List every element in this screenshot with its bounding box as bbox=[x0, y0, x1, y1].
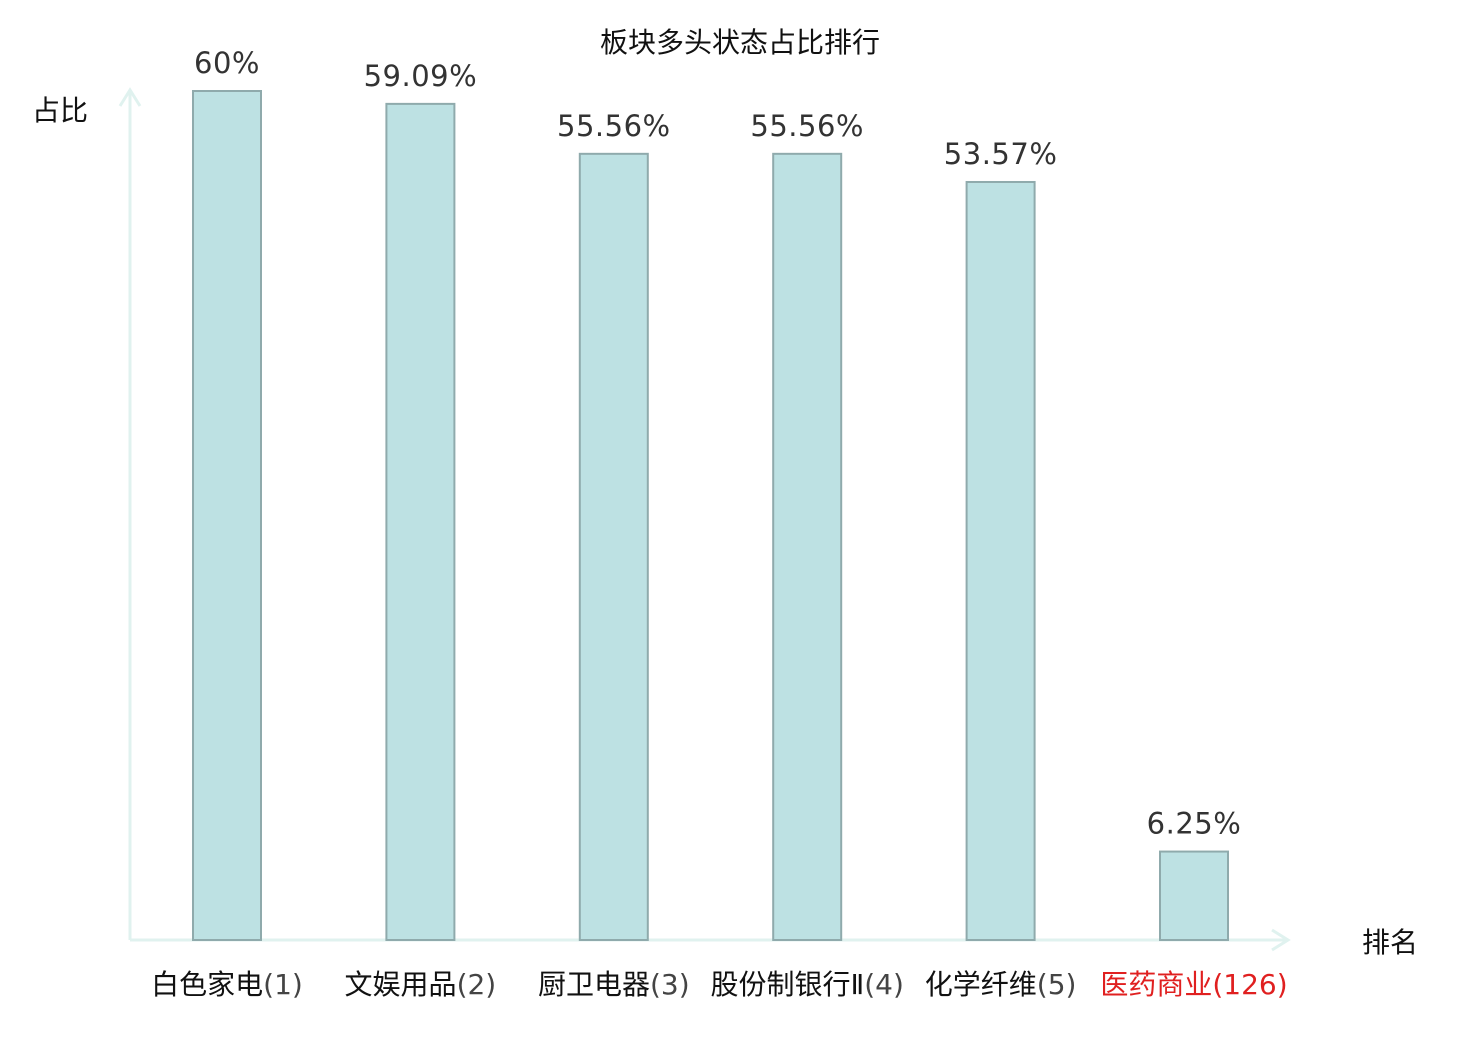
tick-label: 医药商业(126) bbox=[1100, 968, 1287, 1001]
y-axis-arrow bbox=[118, 87, 142, 107]
tick-label-name: 文娱用品 bbox=[345, 968, 457, 1001]
tick-label-name: 医药商业 bbox=[1100, 968, 1212, 1001]
x-axis-label: 排名 bbox=[1362, 926, 1418, 959]
tick-label: 化学纤维(5) bbox=[925, 968, 1077, 1001]
chart-title: 板块多头状态占比排行 bbox=[600, 26, 880, 59]
tick-label: 厨卫电器(3) bbox=[538, 968, 690, 1001]
tick-labels-group: 白色家电(1) 文娱用品(2) 厨卫电器(3) 股份制银行Ⅱ(4) 化学纤维(5) 医药商… bbox=[151, 968, 1288, 1001]
x-axis-arrow bbox=[1271, 928, 1291, 952]
bar bbox=[1159, 850, 1229, 941]
tick-label-rank: (5) bbox=[1037, 968, 1077, 1001]
tick-label-name: 厨卫电器 bbox=[538, 968, 650, 1001]
bar bbox=[578, 152, 649, 942]
tick-label-rank: (1) bbox=[263, 968, 303, 1001]
data-label: 53.57% bbox=[944, 137, 1058, 171]
tick-label-name: 白色家电 bbox=[151, 968, 263, 1001]
tick-label-rank: (4) bbox=[864, 968, 904, 1001]
bar bbox=[772, 152, 843, 942]
tick-label-rank: (126) bbox=[1212, 968, 1287, 1001]
tick-label-rank: (3) bbox=[650, 968, 690, 1001]
tick-label-name: 股份制银行Ⅱ bbox=[710, 968, 864, 1001]
bars-group bbox=[192, 90, 1229, 942]
tick-label: 文娱用品(2) bbox=[345, 968, 497, 1001]
data-label: 6.25% bbox=[1147, 807, 1242, 841]
bar bbox=[965, 180, 1036, 941]
tick-label: 白色家电(1) bbox=[151, 968, 303, 1001]
data-label: 60% bbox=[194, 46, 260, 80]
axes bbox=[118, 87, 1291, 952]
data-label: 55.56% bbox=[557, 109, 671, 143]
tick-label-rank: (2) bbox=[457, 968, 497, 1001]
data-label: 59.09% bbox=[364, 59, 478, 93]
tick-label-name: 化学纤维 bbox=[925, 968, 1037, 1001]
value-labels-group: 60% 59.09% 55.56% 55.56% 53.57% 6.25% bbox=[194, 46, 1241, 841]
data-label: 55.56% bbox=[750, 109, 864, 143]
bar bbox=[192, 90, 262, 941]
bar bbox=[385, 102, 456, 941]
y-axis-label: 占比 bbox=[32, 94, 88, 127]
tick-label: 股份制银行Ⅱ(4) bbox=[710, 968, 903, 1001]
